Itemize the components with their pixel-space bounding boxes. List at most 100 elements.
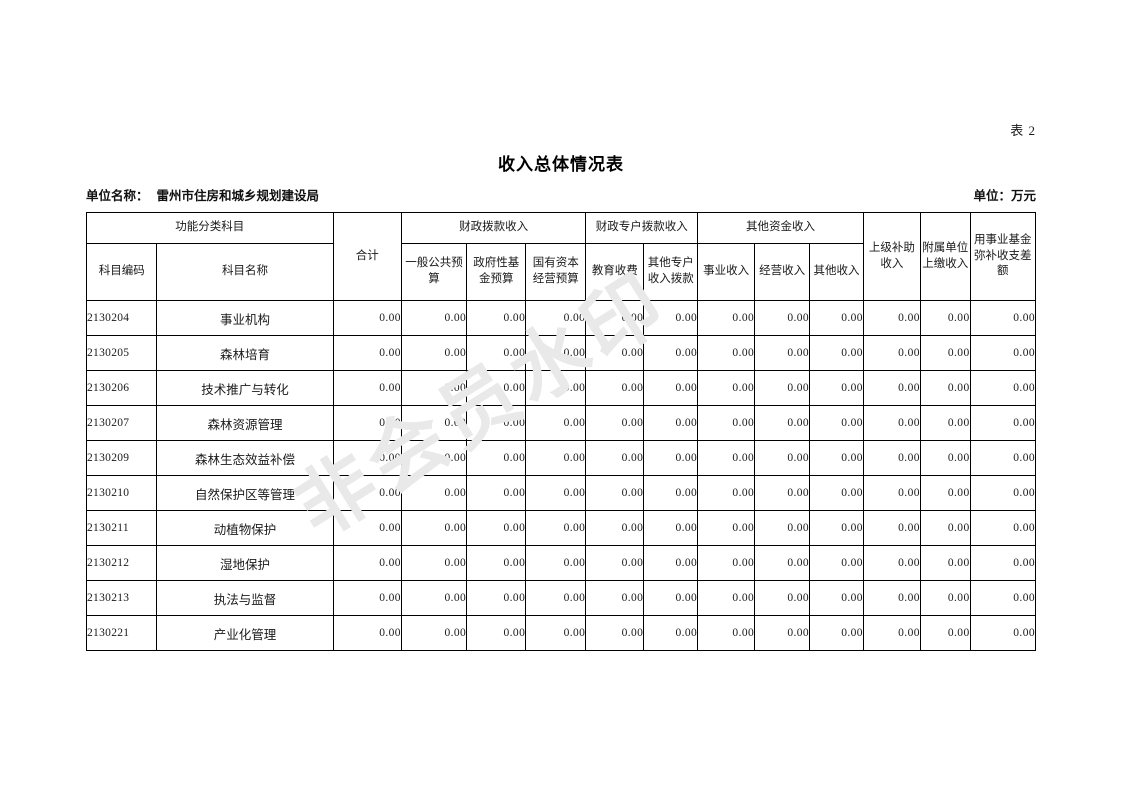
cell-total: 0.00	[332, 300, 402, 336]
cell-subject-name: 事业机构	[156, 300, 334, 336]
cell-state-capital: 0.00	[525, 510, 587, 546]
cell-general-public: 0.00	[400, 370, 468, 406]
cell-subject-code: 2130206	[85, 370, 158, 406]
cell-superior-subsidy: 0.00	[862, 405, 921, 441]
cell-subject-name: 技术推广与转化	[156, 370, 334, 406]
cell-education-fee: 0.00	[585, 440, 645, 476]
table-row: 2130211 动植物保护 0.00 0.00 0.00 0.00 0.00 0.00 0.00…	[85, 510, 1037, 546]
cell-business-income: 0.00	[697, 440, 756, 476]
cell-other-income: 0.00	[809, 335, 864, 371]
table-row: 2130205 森林培育 0.00 0.00 0.00 0.00 0.00 0.00 0.00 0…	[85, 335, 1037, 371]
table-row: 2130212 湿地保护 0.00 0.00 0.00 0.00 0.00 0.00 0.00 0…	[85, 545, 1037, 581]
cell-fund-offset: 0.00	[969, 335, 1037, 371]
cell-other-income: 0.00	[809, 580, 864, 616]
table-row: 2130209 森林生态效益补偿 0.00 0.00 0.00 0.00 0.00 0.00 0…	[85, 440, 1037, 476]
cell-subject-code: 2130210	[85, 475, 158, 511]
cell-superior-subsidy: 0.00	[862, 615, 921, 651]
cell-gov-fund: 0.00	[466, 300, 527, 336]
cell-subject-name: 动植物保护	[156, 510, 334, 546]
header-col-gov-fund-budget: 政府性基金预算	[466, 243, 527, 301]
cell-gov-fund: 0.00	[466, 580, 527, 616]
cell-gov-fund: 0.00	[466, 405, 527, 441]
cell-subordinate-remit: 0.00	[919, 405, 971, 441]
cell-other-special: 0.00	[643, 615, 699, 651]
cell-superior-subsidy: 0.00	[862, 545, 921, 581]
cell-state-capital: 0.00	[525, 615, 587, 651]
cell-fund-offset: 0.00	[969, 580, 1037, 616]
cell-fund-offset: 0.00	[969, 475, 1037, 511]
cell-general-public: 0.00	[400, 440, 468, 476]
cell-general-public: 0.00	[400, 405, 468, 441]
header-group-fiscal-appropriation: 财政拨款收入	[400, 212, 587, 244]
cell-total: 0.00	[332, 370, 402, 406]
header-group-special-account: 财政专户拨款收入	[585, 212, 699, 244]
cell-operating-income: 0.00	[754, 405, 811, 441]
unit-name-block: 单位名称： 雷州市住房和城乡规划建设局	[86, 185, 319, 204]
cell-subject-code: 2130212	[85, 545, 158, 581]
cell-other-income: 0.00	[809, 440, 864, 476]
cell-state-capital: 0.00	[525, 300, 587, 336]
cell-operating-income: 0.00	[754, 510, 811, 546]
cell-superior-subsidy: 0.00	[862, 300, 921, 336]
cell-state-capital: 0.00	[525, 405, 587, 441]
cell-subordinate-remit: 0.00	[919, 615, 971, 651]
page-title: 收入总体情况表	[498, 155, 624, 175]
cell-other-income: 0.00	[809, 405, 864, 441]
header-col-subject-name: 科目名称	[156, 243, 334, 301]
cell-operating-income: 0.00	[754, 475, 811, 511]
cell-total: 0.00	[332, 510, 402, 546]
header-col-total: 合计	[332, 212, 402, 301]
cell-fund-offset: 0.00	[969, 300, 1037, 336]
header-col-state-capital-budget: 国有资本经营预算	[525, 243, 587, 301]
cell-general-public: 0.00	[400, 475, 468, 511]
cell-education-fee: 0.00	[585, 475, 645, 511]
table-head: 功能分类科目 合计 财政拨款收入 财政专户拨款收入 其他资金收入 上级补助收入 …	[85, 212, 1037, 301]
cell-education-fee: 0.00	[585, 300, 645, 336]
cell-operating-income: 0.00	[754, 440, 811, 476]
cell-subordinate-remit: 0.00	[919, 475, 971, 511]
cell-other-special: 0.00	[643, 300, 699, 336]
cell-state-capital: 0.00	[525, 335, 587, 371]
cell-gov-fund: 0.00	[466, 475, 527, 511]
cell-superior-subsidy: 0.00	[862, 370, 921, 406]
cell-subject-name: 森林资源管理	[156, 405, 334, 441]
cell-fund-offset: 0.00	[969, 615, 1037, 651]
cell-other-special: 0.00	[643, 510, 699, 546]
cell-other-special: 0.00	[643, 405, 699, 441]
cell-subordinate-remit: 0.00	[919, 335, 971, 371]
cell-other-income: 0.00	[809, 370, 864, 406]
cell-subordinate-remit: 0.00	[919, 510, 971, 546]
cell-subordinate-remit: 0.00	[919, 580, 971, 616]
cell-education-fee: 0.00	[585, 370, 645, 406]
cell-other-special: 0.00	[643, 580, 699, 616]
cell-general-public: 0.00	[400, 615, 468, 651]
cell-subject-name: 执法与监督	[156, 580, 334, 616]
cell-general-public: 0.00	[400, 580, 468, 616]
cell-total: 0.00	[332, 545, 402, 581]
cell-subject-name: 产业化管理	[156, 615, 334, 651]
cell-subordinate-remit: 0.00	[919, 370, 971, 406]
unit-name-value: 雷州市住房和城乡规划建设局	[156, 188, 320, 203]
header-col-general-public-budget: 一般公共预算	[400, 243, 468, 301]
cell-gov-fund: 0.00	[466, 510, 527, 546]
cell-operating-income: 0.00	[754, 580, 811, 616]
amount-unit-label: 单位：万元	[973, 188, 1036, 203]
cell-total: 0.00	[332, 335, 402, 371]
cell-state-capital: 0.00	[525, 440, 587, 476]
cell-other-special: 0.00	[643, 335, 699, 371]
cell-operating-income: 0.00	[754, 545, 811, 581]
table-row: 2130210 自然保护区等管理 0.00 0.00 0.00 0.00 0.00 0.00 0…	[85, 475, 1037, 511]
cell-business-income: 0.00	[697, 405, 756, 441]
header-col-other-income: 其他收入	[809, 243, 864, 301]
header-col-education-fee: 教育收费	[585, 243, 645, 301]
unit-name-label: 单位名称：	[86, 188, 149, 203]
cell-other-special: 0.00	[643, 370, 699, 406]
cell-subject-code: 2130205	[85, 335, 158, 371]
table-row: 2130204 事业机构 0.00 0.00 0.00 0.00 0.00 0.00 0.00 0…	[85, 300, 1037, 336]
cell-other-income: 0.00	[809, 300, 864, 336]
cell-general-public: 0.00	[400, 300, 468, 336]
cell-business-income: 0.00	[697, 300, 756, 336]
cell-other-income: 0.00	[809, 475, 864, 511]
cell-superior-subsidy: 0.00	[862, 335, 921, 371]
cell-other-income: 0.00	[809, 510, 864, 546]
